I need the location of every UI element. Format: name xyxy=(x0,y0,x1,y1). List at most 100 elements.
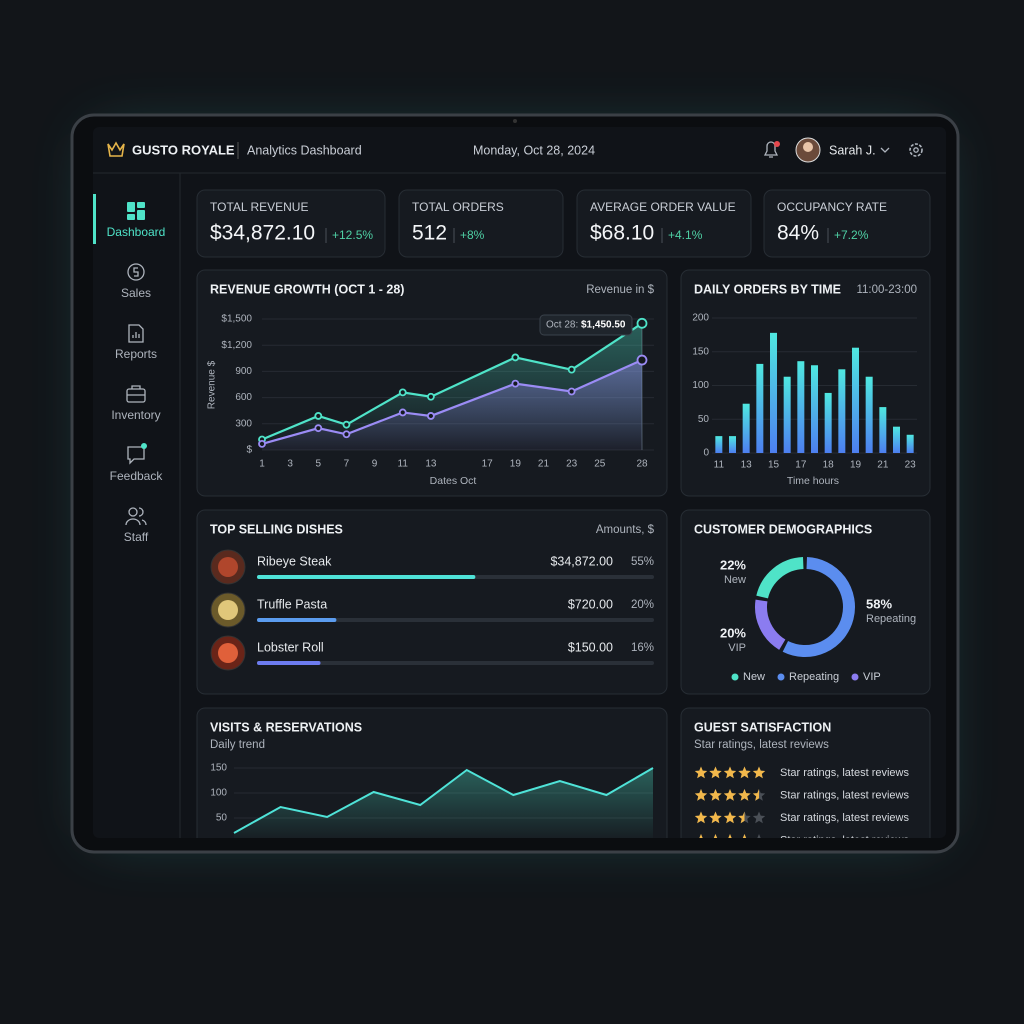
point xyxy=(636,317,648,329)
star-empty xyxy=(752,811,766,824)
x-tick-label: 13 xyxy=(741,460,753,471)
donut-label: VIP xyxy=(728,642,746,654)
y-axis-label: Revenue $ xyxy=(207,360,218,409)
panel xyxy=(763,189,931,258)
x-tick-label: 1 xyxy=(259,459,265,470)
panel-title: GUEST SATISFACTION xyxy=(694,720,831,734)
header-subtitle: Analytics Dashboard xyxy=(247,143,362,157)
x-tick-label: 13 xyxy=(425,459,437,470)
y-tick-label: 900 xyxy=(235,366,252,377)
settings-icon[interactable] xyxy=(909,143,923,157)
kpi-value: 512 xyxy=(412,222,447,245)
dish-name: Truffle Pasta xyxy=(257,597,327,611)
x-tick-label: 18 xyxy=(823,460,835,471)
x-tick-label: 28 xyxy=(636,459,648,470)
y-tick-label: 50 xyxy=(216,813,228,824)
user-name[interactable]: Sarah J. xyxy=(829,143,876,157)
panel-title: VISITS & RESERVATIONS xyxy=(210,720,362,734)
dish-amount: $34,872.00 xyxy=(550,554,613,568)
bar xyxy=(893,426,900,453)
nav-label[interactable]: Feedback xyxy=(110,469,164,483)
x-tick-label: 21 xyxy=(538,459,550,470)
bell-icon[interactable] xyxy=(763,141,779,158)
point xyxy=(342,430,351,439)
dish-share: 55% xyxy=(631,556,654,568)
star-filled xyxy=(694,766,708,779)
bar xyxy=(879,407,887,453)
y-tick-label: $1,200 xyxy=(221,340,252,351)
x-tick-label: 23 xyxy=(905,460,917,471)
dish-amount: $720.00 xyxy=(568,597,613,611)
bar xyxy=(865,376,873,453)
dish-name: Lobster Roll xyxy=(257,640,324,654)
review-text: Star ratings, latest reviews xyxy=(780,789,909,801)
donut-value: 22% xyxy=(720,557,746,572)
x-tick-label: 11 xyxy=(714,460,725,471)
y-tick-label: $1,500 xyxy=(221,314,252,325)
y-tick-label: 600 xyxy=(235,392,252,403)
dish-share: 16% xyxy=(631,642,654,654)
point xyxy=(398,388,407,397)
star-filled xyxy=(752,789,759,801)
kpi-label: AVERAGE ORDER VALUE xyxy=(590,200,736,214)
dashboard-icon xyxy=(127,202,145,220)
nav-label[interactable]: Staff xyxy=(124,530,149,544)
donut-segment xyxy=(755,599,786,650)
review-text: Star ratings, latest reviews xyxy=(780,834,909,846)
panel-subtitle: Star ratings, latest reviews xyxy=(694,739,829,751)
bar xyxy=(838,369,846,453)
bar xyxy=(756,363,764,453)
point xyxy=(511,353,520,362)
bar xyxy=(257,618,337,622)
kpi-label: TOTAL REVENUE xyxy=(210,200,308,214)
star-filled xyxy=(723,811,737,824)
point xyxy=(314,424,323,433)
star-filled xyxy=(738,811,745,824)
chevron[interactable] xyxy=(880,147,890,153)
donut-segment xyxy=(782,557,855,657)
y-tick-label: 100 xyxy=(210,788,227,799)
y-tick-label: 200 xyxy=(692,313,709,324)
y-tick-label: 300 xyxy=(235,418,252,429)
nav-label[interactable]: Dashboard xyxy=(107,225,166,239)
y-tick-label: 150 xyxy=(210,763,227,774)
dish-amount: $150.00 xyxy=(568,640,613,654)
bar xyxy=(715,436,723,453)
panel-note: Revenue in $ xyxy=(586,284,654,296)
panel xyxy=(196,189,386,258)
nav-label[interactable]: Inventory xyxy=(111,408,160,422)
star-rating xyxy=(694,811,766,824)
x-tick-label: 15 xyxy=(768,460,780,471)
tooltip-prefix: Oct 28: xyxy=(546,320,578,331)
point xyxy=(511,379,520,388)
panel xyxy=(680,509,931,695)
star-filled xyxy=(709,811,722,824)
donut-label: Repeating xyxy=(866,613,916,625)
review-text: Star ratings, latest reviews xyxy=(780,767,909,779)
kpi-value: $34,872.10 xyxy=(210,222,315,245)
area-fill xyxy=(234,768,653,838)
legend-dot xyxy=(851,673,859,681)
review-text: Star ratings, latest reviews xyxy=(780,812,909,824)
x-tick-label: 9 xyxy=(372,459,378,470)
donut-value: 20% xyxy=(720,625,746,640)
dish-photo-food xyxy=(218,600,238,620)
panel-title: CUSTOMER DEMOGRAPHICS xyxy=(694,522,872,536)
x-tick-label: 19 xyxy=(510,459,522,470)
tooltip xyxy=(539,314,633,336)
bar xyxy=(783,376,791,453)
donut-label: New xyxy=(724,574,746,586)
dish-name: Ribeye Steak xyxy=(257,554,332,568)
x-tick-label: 23 xyxy=(566,459,578,470)
nav-label[interactable]: Sales xyxy=(121,286,151,300)
bar xyxy=(257,661,321,665)
point xyxy=(314,412,323,420)
nav-label[interactable]: Reports xyxy=(115,347,157,361)
x-tick-label: 3 xyxy=(287,459,293,470)
panel xyxy=(196,509,668,695)
star-filled xyxy=(694,789,708,801)
panel xyxy=(398,189,564,258)
active-indicator xyxy=(93,194,96,244)
bar xyxy=(852,347,859,453)
